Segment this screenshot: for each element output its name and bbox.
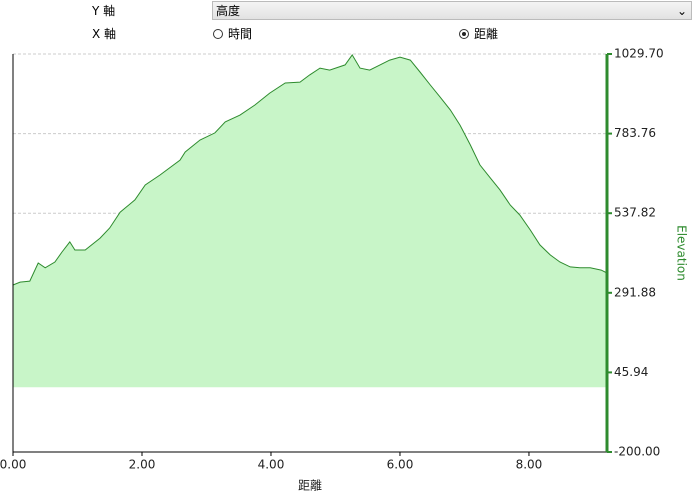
y-tick-label: 45.94 <box>614 365 648 379</box>
y-tick-label: 1029.70 <box>614 47 664 61</box>
x-tick-label: 6.00 <box>387 458 414 472</box>
x-tick-label: 0.00 <box>0 458 26 472</box>
radio-option[interactable]: 距離 <box>459 25 498 42</box>
radio-dot <box>459 28 469 39</box>
y-tick-label: 537.82 <box>614 206 656 220</box>
radio-dot <box>213 28 223 39</box>
x-axis-label: X 軸 <box>92 27 117 41</box>
x-tick-label: 2.00 <box>129 458 156 472</box>
chevron: ⌄ <box>676 4 687 18</box>
dropdown-value: 高度 <box>216 4 241 18</box>
y-axis-title: Elevation <box>675 225 689 281</box>
area-fill <box>13 54 607 388</box>
x-tick-label: 8.00 <box>516 458 543 472</box>
y-axis-label: Y 軸 <box>92 4 116 18</box>
x-axis-title: 距離 <box>298 479 322 493</box>
radio-label: 距離 <box>474 27 499 41</box>
x-tick-label: 4.00 <box>258 458 285 472</box>
y-tick-label: 783.76 <box>614 126 656 140</box>
radio-label: 時間 <box>228 27 253 41</box>
y-tick-label: -200.00 <box>614 445 660 459</box>
y-tick-label: 291.88 <box>614 285 656 299</box>
y-axis-dropdown[interactable]: 高度 ⌄ <box>212 1 692 20</box>
area-line <box>12 53 608 286</box>
radio-option[interactable]: 時間 <box>213 25 252 42</box>
